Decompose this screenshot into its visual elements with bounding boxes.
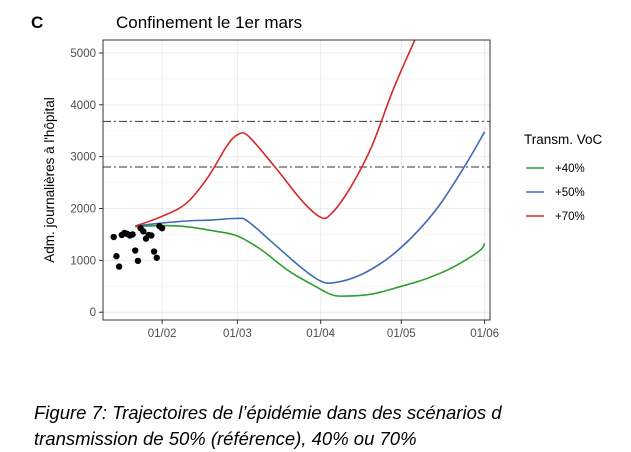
grid xyxy=(103,40,490,320)
legend-label: +40% xyxy=(555,163,585,175)
x-tick-label: 01/06 xyxy=(470,328,499,340)
panel-label: C xyxy=(31,13,43,32)
observed-point xyxy=(153,254,160,261)
observed-point xyxy=(132,247,139,254)
observed-point xyxy=(148,232,155,239)
x-tick-label: 01/03 xyxy=(223,328,252,340)
y-tick-label: 4000 xyxy=(70,100,96,112)
y-axis-label: Adm. journalières à l'hôpital xyxy=(42,97,57,262)
chart-title: Confinement le 1er mars xyxy=(116,13,302,32)
y-tick-label: 3000 xyxy=(70,152,96,164)
series-line-40 xyxy=(135,224,486,297)
legend-label: +50% xyxy=(555,187,585,199)
series-line-50 xyxy=(135,131,486,284)
observed-point xyxy=(140,228,147,235)
x-axis: 01/02 01/03 01/04 01/05 01/06 xyxy=(148,320,499,340)
observed-point xyxy=(115,263,123,270)
caption-line-1: Figure 7: Trajectoires de l’épidémie dan… xyxy=(34,402,502,423)
y-tick-label: 1000 xyxy=(70,255,96,267)
observed-point xyxy=(113,253,120,260)
chart-figure: C Confinement le 1er mars 0 1000 2000 3000 4… xyxy=(31,13,603,340)
observed-points xyxy=(110,222,166,270)
plot-border xyxy=(102,39,491,321)
observed-point xyxy=(110,233,117,241)
observed-point xyxy=(134,257,142,265)
x-tick-label: 01/02 xyxy=(148,328,177,340)
y-tick-label: 0 xyxy=(90,307,96,319)
y-tick-label: 2000 xyxy=(70,204,96,216)
y-tick-label: 5000 xyxy=(70,48,96,60)
observed-point xyxy=(150,248,158,255)
series-lines xyxy=(135,40,486,297)
caption-line-2: transmission de 50% (référence), 40% ou … xyxy=(34,428,417,449)
legend-label: +70% xyxy=(555,211,585,223)
figure-caption: Figure 7: Trajectoires de l’épidémie dan… xyxy=(34,400,631,452)
observed-point xyxy=(158,225,166,232)
series-line-70 xyxy=(135,40,416,227)
plot-panel xyxy=(103,40,490,320)
x-tick-label: 01/04 xyxy=(306,328,335,340)
y-axis: 0 1000 2000 3000 4000 5000 xyxy=(70,48,103,319)
reference-lines xyxy=(103,120,490,168)
x-tick-label: 01/05 xyxy=(387,328,416,340)
legend-title: Transm. VoC xyxy=(524,132,603,147)
legend: Transm. VoC +40% +50% +70% xyxy=(524,132,603,223)
observed-point xyxy=(129,231,136,238)
